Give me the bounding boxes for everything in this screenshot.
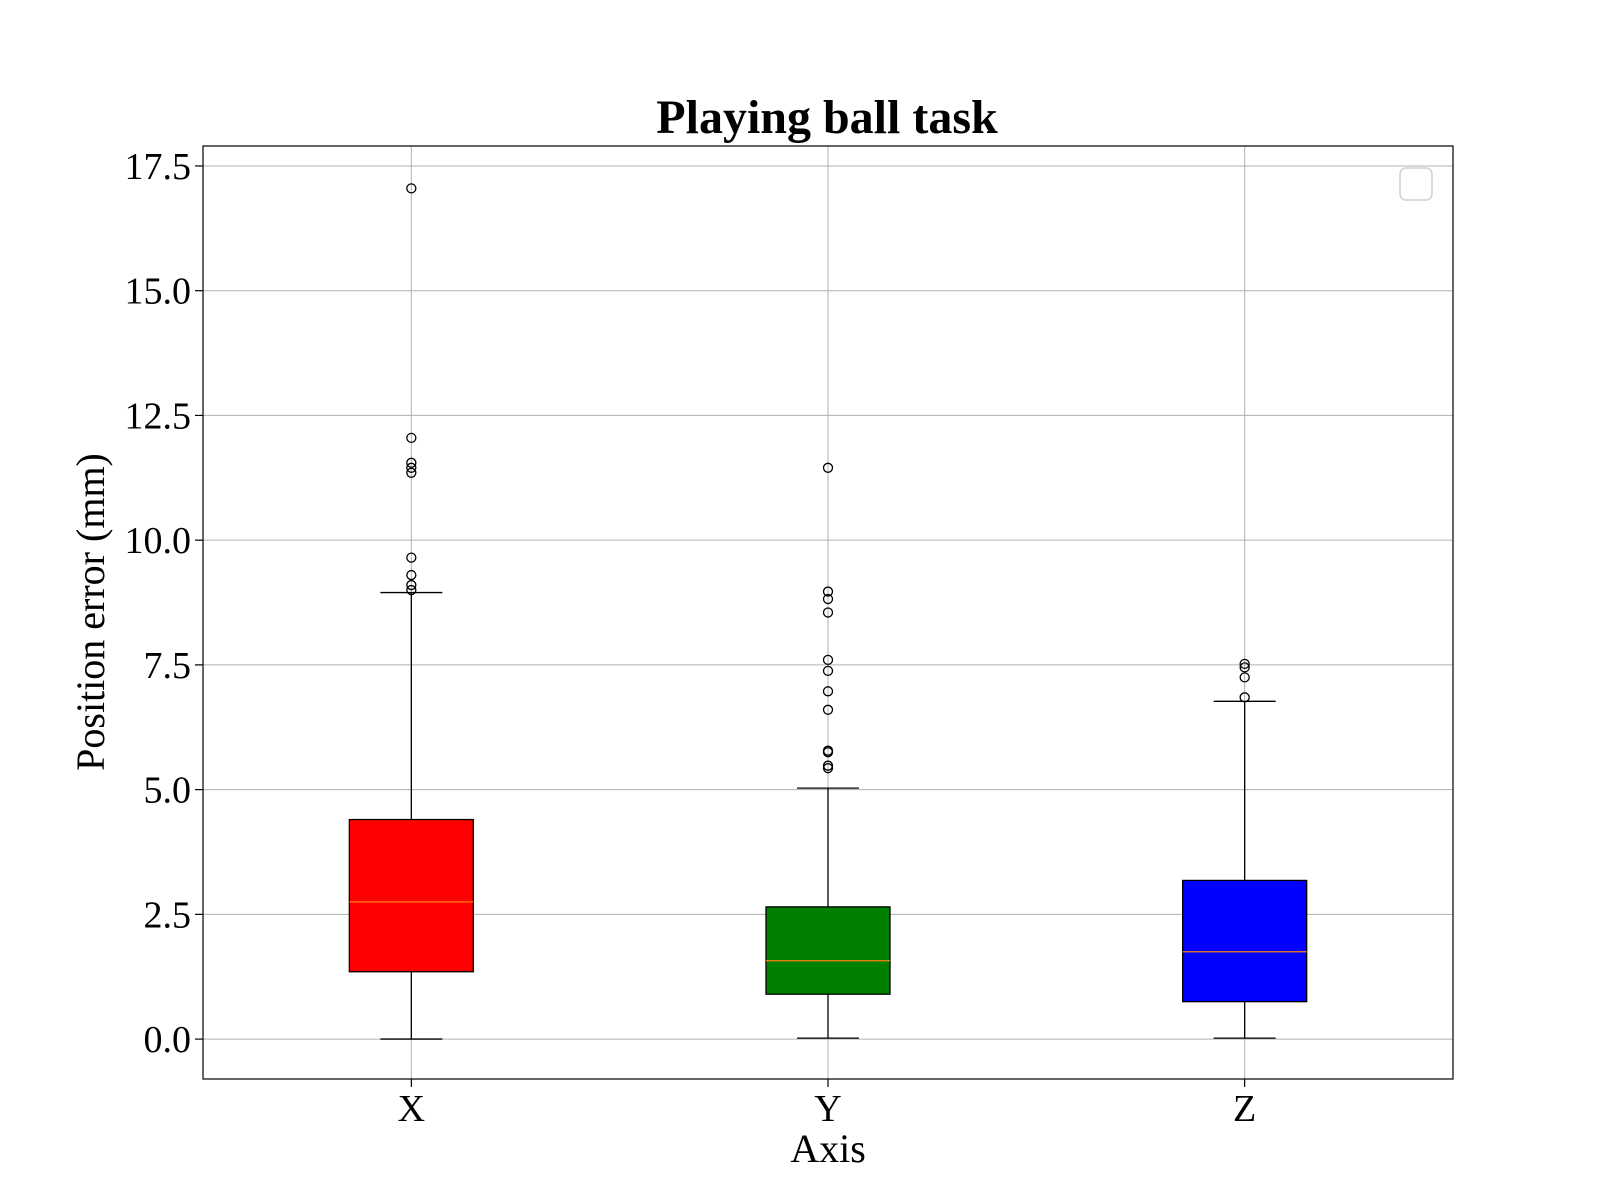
outlier-point: [1239, 658, 1250, 670]
iqr-box: [348, 818, 474, 973]
iqr-box: [765, 906, 891, 995]
box-x: [348, 183, 474, 1040]
outlier-point: [406, 569, 417, 581]
x-tick-label: Y: [814, 1088, 841, 1130]
chart-title: Playing ball task: [656, 91, 998, 144]
outlier-point: [822, 686, 834, 697]
outlier-point: [1239, 662, 1250, 673]
outlier-point: [406, 183, 417, 194]
y-tick-label: 7.5: [144, 645, 192, 687]
y-tick-label: 0.0: [144, 1019, 192, 1061]
outlier-point: [1239, 692, 1250, 703]
outlier-point: [406, 579, 417, 591]
box-z: [1182, 658, 1308, 1039]
outlier-point: [406, 467, 417, 478]
outlier-point: [822, 586, 834, 597]
y-tick-label: 15.0: [125, 271, 192, 313]
x-axis-label: Axis: [790, 1126, 866, 1171]
y-tick-label: 17.5: [125, 146, 192, 188]
y-axis-label: Position error (mm): [68, 453, 113, 771]
outlier-point: [822, 704, 834, 715]
outlier-point: [406, 432, 417, 444]
y-tick-label: 12.5: [125, 395, 192, 437]
y-tick-label: 5.0: [144, 770, 192, 812]
x-tick-label: Z: [1233, 1088, 1256, 1130]
iqr-box: [1182, 879, 1308, 1003]
box-y: [765, 462, 891, 1039]
outlier-point: [406, 457, 417, 468]
outlier-point: [1239, 672, 1250, 683]
x-axis-ticks: X Y Z: [398, 1079, 1256, 1130]
outlier-point: [822, 745, 834, 756]
boxes: [348, 183, 1308, 1040]
outlier-point: [822, 593, 834, 605]
outlier-point: [822, 760, 834, 771]
outlier-point: [822, 462, 834, 473]
x-tick-label: X: [398, 1088, 425, 1130]
outlier-point: [406, 462, 417, 473]
y-axis-ticks: 0.0 2.5 5.0 7.5 10.0 12.5 15.0 17.5: [125, 146, 203, 1061]
outlier-point: [822, 607, 834, 618]
outlier-point: [406, 584, 417, 596]
y-tick-label: 10.0: [125, 520, 192, 562]
outlier-point: [822, 654, 834, 666]
outlier-point: [822, 665, 834, 677]
y-tick-label: 2.5: [144, 894, 192, 936]
legend-box: [1399, 167, 1433, 201]
outlier-point: [406, 552, 417, 563]
